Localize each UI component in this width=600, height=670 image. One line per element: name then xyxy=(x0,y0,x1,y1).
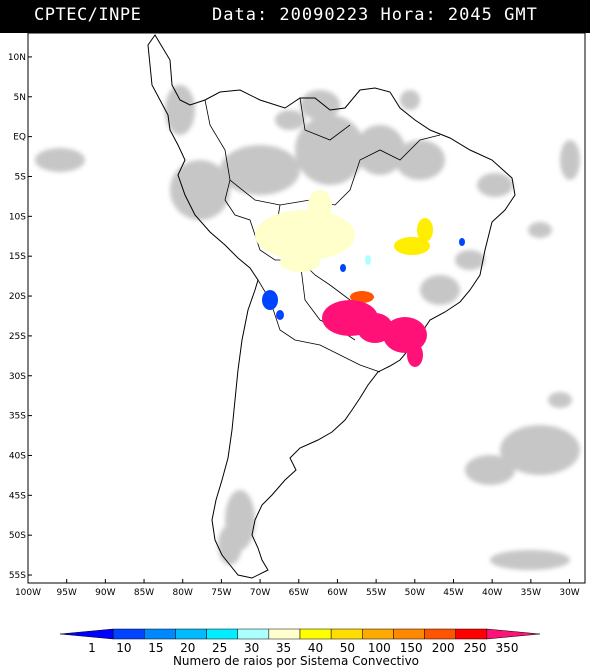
lon-label: 95W xyxy=(57,588,77,598)
lon-label: 60W xyxy=(327,588,347,598)
legend-swatch xyxy=(393,628,425,640)
legend-level-label: 100 xyxy=(368,641,391,655)
legend-level-label: 50 xyxy=(340,641,355,655)
title-bar: CPTEC/INPE Data: 20090223 Hora: 2045 GMT xyxy=(0,0,590,33)
latitude-axis: 10N 5N EQ 5S 10S 15S 20S 25S 30S 35S 40S 45S 50S 55S xyxy=(8,53,32,581)
lat-label: 20S xyxy=(9,292,26,302)
legend-level-label: 1 xyxy=(88,641,96,655)
longitude-axis: 100W 95W 90W 85W 80W 75W 70W 65W 60W 55W 50W 45W 40W… xyxy=(15,579,580,598)
lon-label: 100W xyxy=(15,588,41,598)
legend-caption: Numero de raios por Sistema Convectivo xyxy=(173,654,419,668)
legend-swatch xyxy=(486,628,541,640)
lat-label: 25S xyxy=(9,332,26,342)
legend-swatch xyxy=(362,628,394,640)
lon-label: 45W xyxy=(443,588,463,598)
legend-swatch xyxy=(330,628,363,640)
continent-outline xyxy=(147,34,516,579)
legend-level-label: 40 xyxy=(308,641,323,655)
source-label: CPTEC/INPE xyxy=(34,5,142,25)
legend-swatch xyxy=(175,628,207,640)
legend-swatch xyxy=(424,628,456,640)
lat-label: 50S xyxy=(9,531,26,541)
lon-label: 75W xyxy=(211,588,231,598)
legend-level-label: 150 xyxy=(400,641,423,655)
lat-label: 5N xyxy=(14,93,26,103)
legend-level-label: 20 xyxy=(180,641,195,655)
storm-cluster-1-west xyxy=(262,238,465,320)
lon-label: 85W xyxy=(134,588,154,598)
legend-swatch xyxy=(144,628,176,640)
legend-swatch xyxy=(455,628,488,640)
lat-label: 40S xyxy=(9,451,26,461)
lat-label: 35S xyxy=(9,412,26,422)
legend-labels: 1 10 15 20 25 30 35 40 50 100 150 200 250 350 xyxy=(88,641,518,655)
lat-label: 45S xyxy=(9,491,26,501)
legend-color-bar xyxy=(59,628,541,640)
lon-label: 30W xyxy=(559,588,579,598)
lon-label: 50W xyxy=(405,588,425,598)
legend-swatch xyxy=(112,628,145,640)
lon-label: 55W xyxy=(366,588,386,598)
legend-swatch xyxy=(268,628,301,640)
lon-label: 90W xyxy=(95,588,115,598)
legend-level-label: 250 xyxy=(464,641,487,655)
legend-level-label: 30 xyxy=(244,641,259,655)
legend-level-label: 25 xyxy=(212,641,227,655)
lat-label: 15S xyxy=(9,252,26,262)
storm-clusters xyxy=(255,190,465,367)
legend-swatch xyxy=(206,628,238,640)
lon-label: 70W xyxy=(250,588,270,598)
storm-cluster-40 xyxy=(394,218,433,255)
legend-level-label: 10 xyxy=(116,641,131,655)
legend-level-label: 15 xyxy=(148,641,163,655)
lat-label: EQ xyxy=(13,133,26,143)
lon-label: 40W xyxy=(482,588,502,598)
lon-label: 35W xyxy=(521,588,541,598)
lon-label: 80W xyxy=(173,588,193,598)
map-border xyxy=(27,32,586,584)
lat-label: 10S xyxy=(9,212,26,222)
storm-cluster-200 xyxy=(350,291,374,303)
legend-level-label: 35 xyxy=(276,641,291,655)
legend-swatch xyxy=(59,628,114,640)
datetime-label: Data: 20090223 Hora: 2045 GMT xyxy=(212,5,538,25)
lat-label: 5S xyxy=(15,172,27,182)
lon-label: 65W xyxy=(289,588,309,598)
lat-label: 10N xyxy=(8,53,26,63)
legend-swatch xyxy=(299,628,332,640)
storm-cluster-35 xyxy=(255,190,355,272)
storm-cluster-30 xyxy=(365,255,371,265)
legend-level-label: 350 xyxy=(496,641,519,655)
legend-swatch xyxy=(237,628,270,640)
storm-cluster-350 xyxy=(322,300,427,367)
legend-level-label: 200 xyxy=(432,641,455,655)
lat-label: 55S xyxy=(9,571,26,581)
lat-label: 30S xyxy=(9,372,26,382)
